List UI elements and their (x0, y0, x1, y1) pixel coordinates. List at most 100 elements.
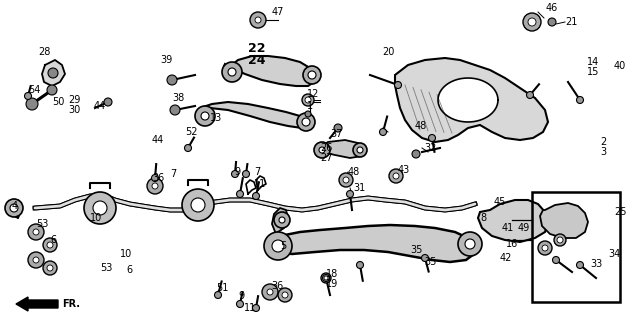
Text: 52: 52 (185, 127, 198, 137)
Circle shape (191, 198, 205, 212)
Text: 32: 32 (424, 143, 436, 153)
Text: 33: 33 (590, 259, 603, 269)
Circle shape (343, 177, 349, 183)
Polygon shape (200, 102, 308, 128)
Circle shape (465, 239, 475, 249)
Circle shape (557, 237, 563, 243)
Polygon shape (318, 140, 365, 158)
Text: 8: 8 (480, 213, 486, 223)
Circle shape (576, 97, 584, 103)
Text: 19: 19 (326, 279, 338, 289)
Circle shape (552, 257, 559, 263)
Text: 44: 44 (94, 101, 106, 111)
Text: 7: 7 (254, 167, 260, 177)
Text: 6: 6 (126, 265, 132, 275)
Circle shape (305, 111, 311, 117)
Circle shape (84, 192, 116, 224)
Text: 51: 51 (216, 283, 228, 293)
Circle shape (147, 178, 163, 194)
Circle shape (353, 143, 367, 157)
Circle shape (33, 257, 39, 263)
Text: 53: 53 (100, 263, 112, 273)
Circle shape (428, 134, 436, 141)
Circle shape (394, 82, 401, 89)
Text: 18: 18 (326, 269, 338, 279)
Circle shape (302, 94, 314, 106)
Circle shape (305, 97, 311, 103)
Circle shape (170, 105, 180, 115)
Circle shape (26, 98, 38, 110)
Text: 35: 35 (410, 245, 423, 255)
Text: 30: 30 (68, 105, 80, 115)
Circle shape (357, 147, 363, 153)
Circle shape (523, 13, 541, 31)
Circle shape (28, 224, 44, 240)
Text: 31: 31 (353, 183, 366, 193)
Text: 45: 45 (494, 197, 507, 207)
Text: 22: 22 (248, 42, 265, 54)
Circle shape (184, 145, 191, 151)
Polygon shape (268, 225, 475, 262)
Circle shape (576, 261, 584, 268)
Circle shape (538, 241, 552, 255)
Circle shape (314, 142, 330, 158)
Circle shape (152, 183, 158, 189)
Circle shape (43, 261, 57, 275)
Text: 28: 28 (38, 47, 50, 57)
Circle shape (554, 234, 566, 246)
Text: 41: 41 (502, 223, 514, 233)
Circle shape (93, 201, 107, 215)
Text: 13: 13 (210, 113, 222, 123)
Text: 27: 27 (320, 153, 332, 163)
Circle shape (167, 75, 177, 85)
Circle shape (152, 174, 159, 181)
Circle shape (542, 245, 548, 251)
Circle shape (10, 204, 18, 212)
Text: 38: 38 (172, 93, 184, 103)
Circle shape (334, 124, 342, 132)
Text: 10: 10 (90, 213, 102, 223)
Circle shape (214, 292, 221, 299)
Circle shape (412, 150, 420, 158)
Polygon shape (272, 208, 288, 234)
Polygon shape (478, 200, 548, 242)
Text: 34: 34 (608, 249, 620, 259)
Text: 26: 26 (320, 143, 332, 153)
Text: 1: 1 (307, 101, 313, 111)
Text: 49: 49 (518, 223, 530, 233)
Circle shape (357, 261, 364, 268)
Circle shape (24, 92, 31, 100)
Circle shape (421, 254, 428, 261)
Circle shape (321, 273, 331, 283)
Text: 9: 9 (238, 291, 244, 301)
Circle shape (347, 190, 354, 197)
Circle shape (236, 190, 243, 197)
Circle shape (201, 112, 209, 120)
Circle shape (302, 118, 310, 126)
Bar (532, 192, 620, 302)
Circle shape (262, 284, 278, 300)
Circle shape (5, 199, 23, 217)
Text: 4: 4 (12, 201, 18, 211)
Text: 50: 50 (52, 97, 65, 107)
Circle shape (528, 18, 536, 26)
Text: 46: 46 (546, 3, 558, 13)
Circle shape (282, 292, 288, 298)
Polygon shape (540, 203, 588, 238)
Circle shape (28, 252, 44, 268)
Circle shape (253, 305, 260, 311)
Text: 48: 48 (348, 167, 361, 177)
Circle shape (458, 232, 482, 256)
Text: 29: 29 (68, 95, 80, 105)
Text: 37: 37 (330, 129, 342, 139)
Circle shape (527, 92, 534, 99)
Text: 43: 43 (398, 165, 410, 175)
Text: 35: 35 (424, 257, 436, 267)
Circle shape (297, 113, 315, 131)
Circle shape (104, 98, 112, 106)
Circle shape (236, 300, 243, 308)
Circle shape (267, 289, 273, 295)
Circle shape (33, 229, 39, 235)
Circle shape (250, 12, 266, 28)
Text: 2: 2 (600, 137, 606, 147)
